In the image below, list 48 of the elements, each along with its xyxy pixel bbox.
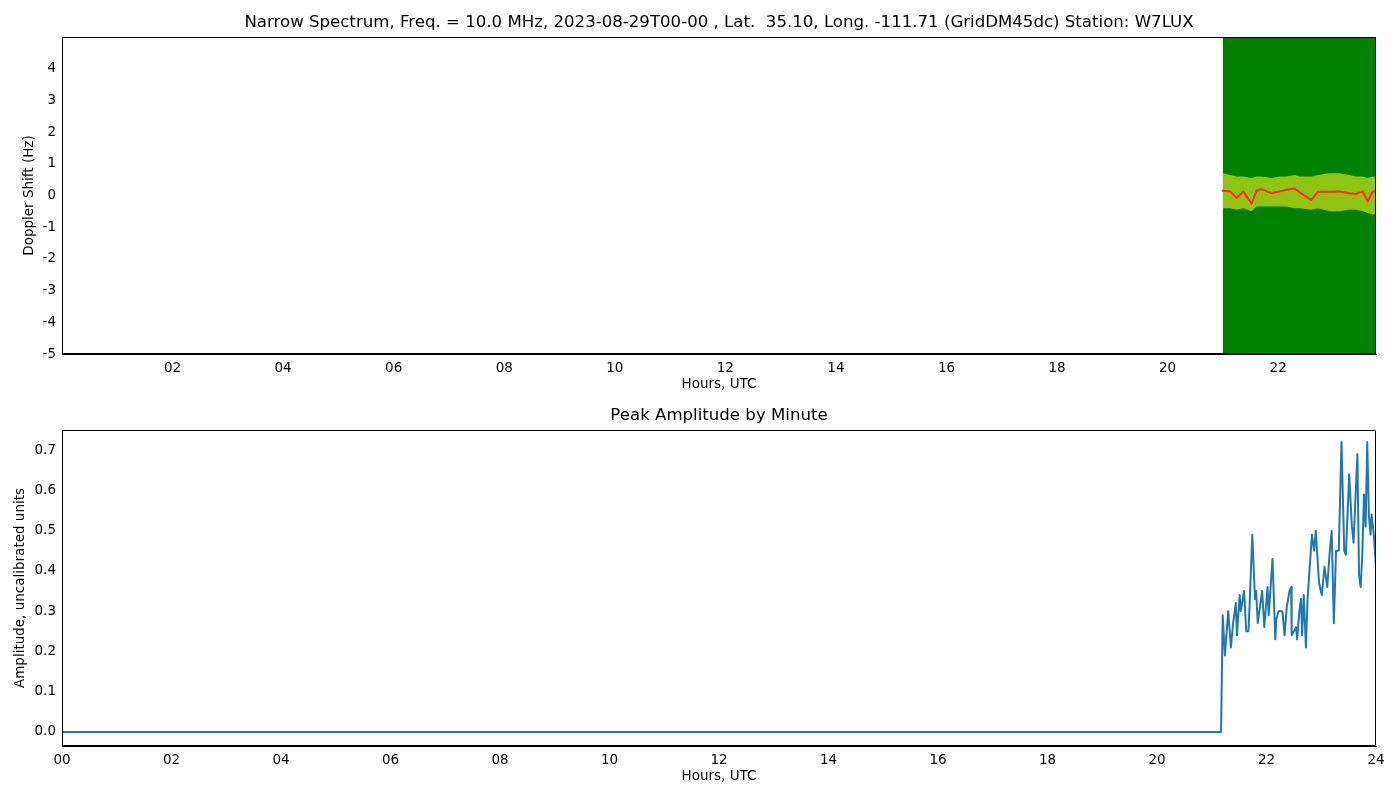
chart-title: Narrow Spectrum, Freq. = 10.0 MHz, 2023-08-29T00-00 , Lat. 35.10, Long. -111.71 (GridDM45dc) Station: W7LUX [244,12,1194,32]
x-axis-title: Hours, UTC [681,767,757,784]
y-tick-label: 0.1 [34,682,56,699]
y-tick-label: -1 [42,217,56,234]
x-tick-label: 06 [381,750,400,767]
x-tick-label: 16 [937,358,956,375]
x-tick-label: 00 [53,750,71,767]
y-tick-label: 0.4 [34,561,56,578]
x-tick-label: 04 [274,358,292,375]
x-tick-label: 10 [606,358,624,375]
y-tick-label: 4 [47,59,56,76]
x-tick-label: 22 [1257,750,1276,767]
y-tick-label: 0.3 [34,601,56,618]
x-tick-label: 10 [600,750,619,767]
x-tick-label: 02 [163,358,182,375]
y-axis-title: Amplitude, uncalibrated units [10,487,27,689]
x-tick-label: 18 [1048,358,1066,375]
x-tick-label: 20 [1159,358,1177,375]
y-tick-label: 0 [47,186,56,203]
x-tick-label: 18 [1038,750,1057,767]
x-tick-label: 22 [1269,358,1287,375]
x-tick-label: 16 [929,750,947,767]
y-tick-label: -5 [42,344,56,361]
x-tick-label: 12 [716,358,734,375]
y-tick-label: 3 [47,90,56,107]
x-tick-label: 06 [385,358,403,375]
y-tick-label: 2 [47,122,56,139]
y-tick-label: 0.6 [34,480,56,497]
x-tick-label: 20 [1148,750,1166,767]
x-tick-label: 14 [827,358,845,375]
y-tick-label: 0.7 [34,440,56,457]
chart-title: Peak Amplitude by Minute [610,405,828,425]
x-tick-label: 04 [272,750,290,767]
x-tick-label: 08 [495,358,513,375]
y-tick-label: 1 [47,154,56,171]
x-axis-title: Hours, UTC [681,375,757,392]
x-tick-label: 08 [491,750,509,767]
y-tick-label: -4 [42,312,56,329]
y-tick-label: -3 [42,281,56,298]
y-tick-label: 0.2 [34,641,56,658]
y-axis-title: Doppler Shift (Hz) [19,135,36,256]
y-tick-label: 0.5 [34,521,56,538]
x-tick-label: 02 [162,750,181,767]
x-tick-label: 12 [710,750,728,767]
x-tick-label: 24 [1367,750,1385,767]
y-tick-label: 0.0 [34,722,56,739]
y-tick-label: -2 [42,249,56,266]
x-tick-label: 14 [819,750,838,767]
